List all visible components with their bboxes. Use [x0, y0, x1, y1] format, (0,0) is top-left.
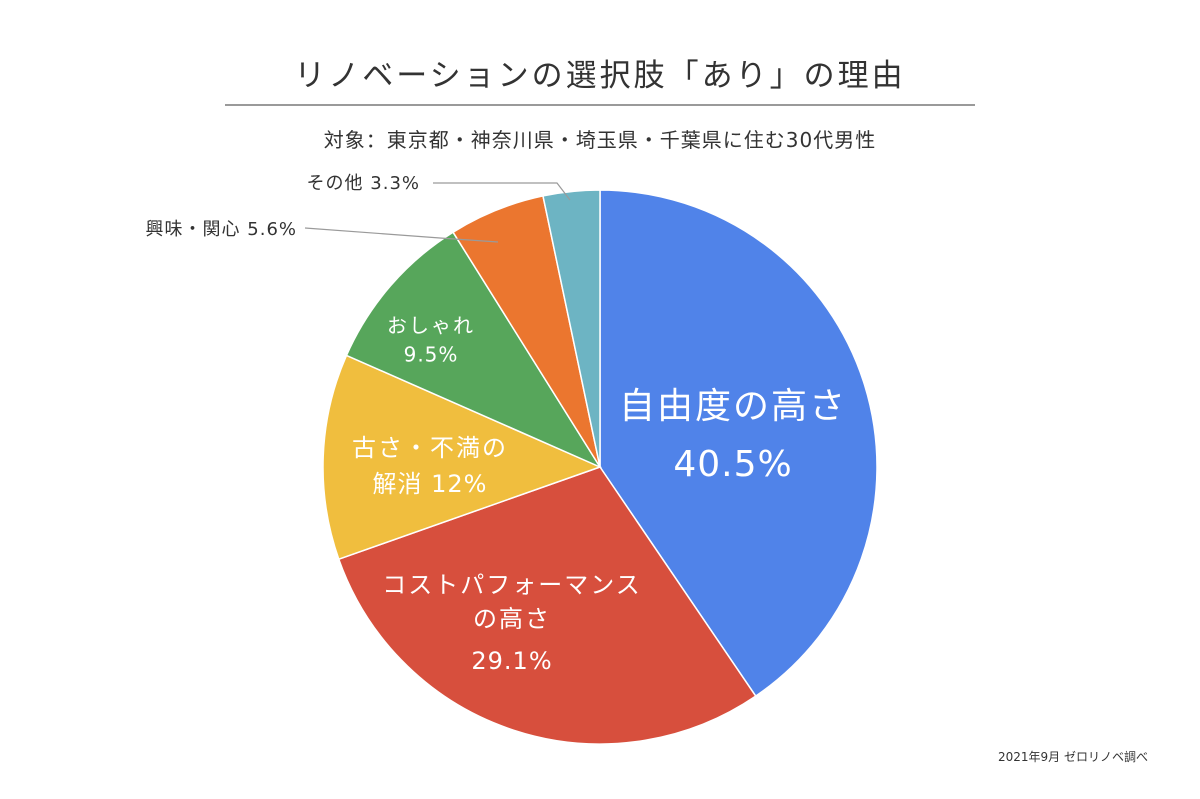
chart-title: リノベーションの選択肢「あり」の理由: [294, 58, 906, 94]
pie-slice: [542, 189, 601, 468]
pie-slice: [599, 189, 878, 698]
title-divider: [225, 104, 975, 106]
outside-slice-label: その他 3.3%: [307, 173, 420, 194]
pie-slice: [322, 354, 603, 561]
slice-label: の高さ: [473, 605, 551, 633]
slice-label: おしゃれ: [387, 314, 475, 338]
slice-value-label: 9.5%: [404, 343, 459, 367]
slice-label: 自由度の高さ: [619, 386, 847, 427]
leader-line: [304, 227, 499, 243]
leader-line: [433, 182, 571, 201]
slice-value-label: 29.1%: [471, 647, 552, 675]
slice-label: 古さ・不満の: [352, 434, 508, 462]
chart-subtitle: 対象：東京都・神奈川県・埼玉県・千葉県に住む30代男性: [323, 128, 877, 152]
source-note: 2021年9月 ゼロリノベ調べ: [998, 750, 1148, 764]
slice-value-label: 40.5%: [673, 444, 792, 485]
pie-slice: [345, 231, 602, 469]
slice-label: コストパフォーマンス: [382, 571, 642, 599]
pie-slice: [337, 466, 757, 745]
outside-slice-label: 興味・関心 5.6%: [146, 219, 297, 240]
slice-value-label: 解消 12%: [373, 470, 488, 498]
